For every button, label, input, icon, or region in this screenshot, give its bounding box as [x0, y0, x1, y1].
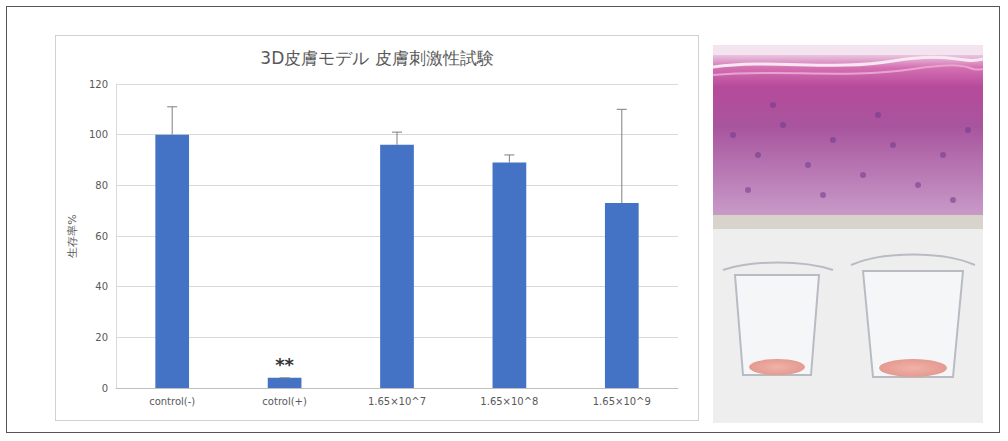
svg-text:40: 40 — [95, 281, 108, 292]
svg-text:3D皮膚モデル 皮膚刺激性試験: 3D皮膚モデル 皮膚刺激性試験 — [260, 48, 493, 68]
svg-text:60: 60 — [95, 231, 108, 242]
svg-text:20: 20 — [95, 332, 108, 343]
svg-text:1.65×10^7: 1.65×10^7 — [368, 396, 426, 407]
svg-text:100: 100 — [89, 129, 108, 140]
svg-text:生存率%: 生存率% — [66, 214, 79, 257]
svg-text:120: 120 — [89, 79, 108, 90]
svg-text:cotrol(+): cotrol(+) — [262, 396, 307, 407]
svg-text:1.65×10^8: 1.65×10^8 — [480, 396, 538, 407]
svg-text:control(-): control(-) — [149, 396, 195, 407]
svg-text:0: 0 — [102, 383, 108, 394]
svg-text:1.65×10^9: 1.65×10^9 — [593, 396, 651, 407]
svg-text:**: ** — [275, 354, 294, 375]
svg-text:80: 80 — [95, 180, 108, 191]
